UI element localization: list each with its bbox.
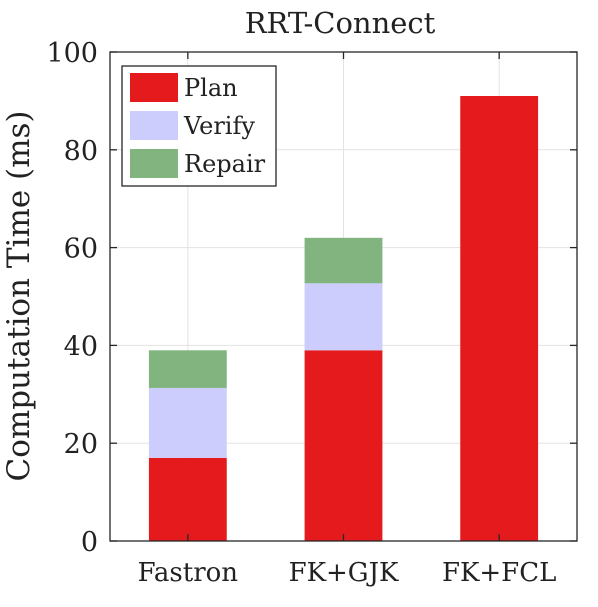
bar-plan-fastron <box>148 457 227 541</box>
bar-plan-fk-gjk <box>304 350 383 541</box>
legend-swatch-verify <box>130 111 178 140</box>
y-tick-label: 80 <box>64 136 98 167</box>
legend-swatch-plan <box>130 73 178 102</box>
legend-label-verify: Verify <box>183 112 255 140</box>
y-tick-label: 100 <box>46 38 98 69</box>
bar-repair-fastron <box>148 350 227 388</box>
x-tick-label: FK+GJK <box>289 558 399 588</box>
bar-verify-fk-gjk <box>304 283 383 351</box>
x-tick-label: FK+FCL <box>442 558 556 588</box>
legend-swatch-repair <box>130 149 178 178</box>
x-tick-label: Fastron <box>138 558 239 588</box>
y-tick-label: 60 <box>64 234 98 265</box>
y-axis: 0 20 40 60 80 100 <box>46 38 577 558</box>
y-tick-label: 20 <box>64 429 98 460</box>
x-axis: Fastron FK+GJK FK+FCL <box>138 52 556 588</box>
legend-label-repair: Repair <box>184 150 266 178</box>
bar-plan-fk-fcl <box>460 96 539 541</box>
legend: Plan Verify Repair <box>121 65 277 187</box>
bar-repair-fk-gjk <box>304 237 383 284</box>
bars <box>148 96 539 541</box>
y-axis-label: Computation Time (ms) <box>1 110 37 481</box>
y-tick-label: 40 <box>64 331 98 362</box>
bar-verify-fastron <box>148 387 227 458</box>
chart-title: RRT-Connect <box>245 6 436 40</box>
y-tick-label: 0 <box>81 527 98 558</box>
legend-label-plan: Plan <box>184 74 238 102</box>
